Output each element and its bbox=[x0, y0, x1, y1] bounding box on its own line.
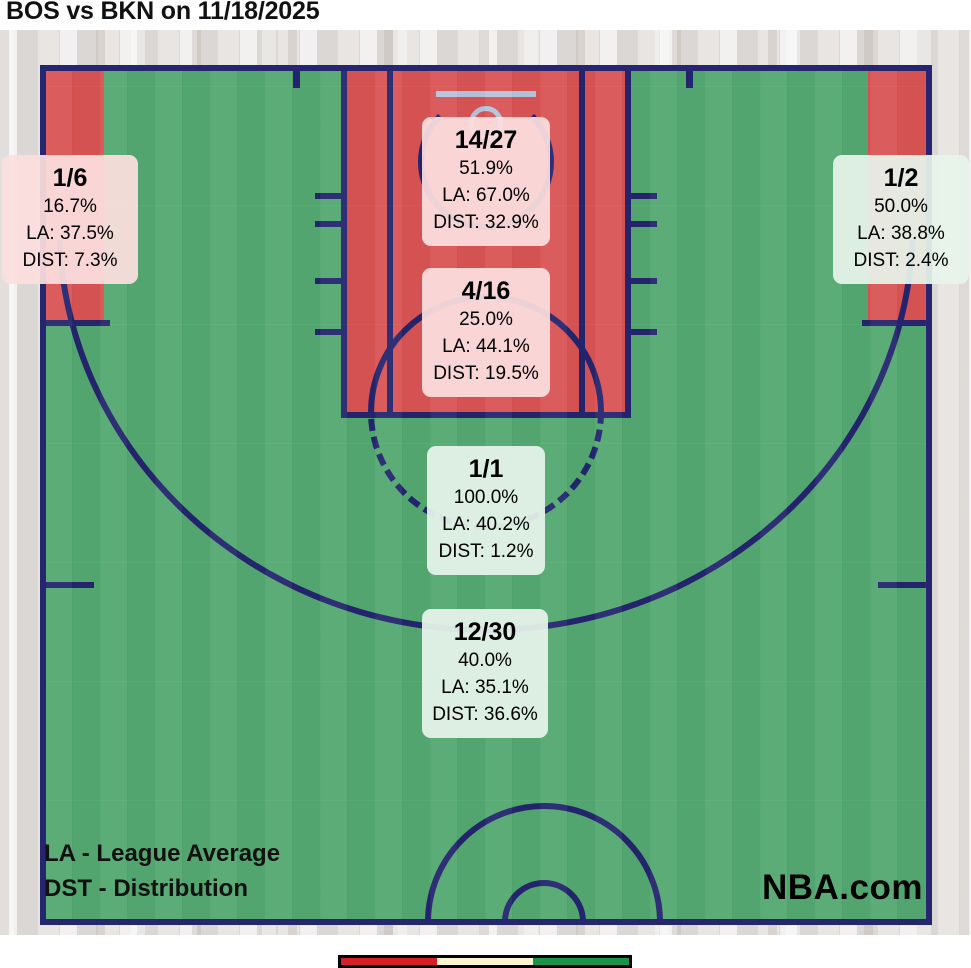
lane-hash-left-1 bbox=[315, 193, 341, 199]
stat-made-attempted: 1/6 bbox=[52, 164, 88, 192]
lane-hash-left-2 bbox=[315, 221, 341, 227]
stat-percentage: 51.9% bbox=[459, 158, 513, 179]
stat-percentage: 16.7% bbox=[43, 196, 97, 217]
stat-league-average: LA: 44.1% bbox=[442, 336, 530, 357]
lane-hash-right-2 bbox=[631, 221, 657, 227]
stat-percentage: 100.0% bbox=[453, 487, 519, 508]
stat-made-attempted: 12/30 bbox=[453, 618, 517, 646]
stat-made-attempted: 1/2 bbox=[883, 164, 919, 192]
lane-hash-left-4 bbox=[315, 329, 341, 335]
stat-box-right-corner-3[interactable]: 1/2 50.0% LA: 38.8% DIST: 2.4% bbox=[833, 155, 969, 284]
legend-league-average-note: LA - League Average bbox=[44, 840, 281, 867]
lane-line-left bbox=[387, 71, 393, 418]
baseline-tick-right bbox=[686, 71, 693, 88]
lane-hash-right-3 bbox=[631, 278, 657, 284]
lane-hash-right-4 bbox=[631, 329, 657, 335]
sideline-hash-right bbox=[878, 582, 926, 588]
color-scale-cold-swatch bbox=[341, 958, 437, 965]
lane-hash-left-3 bbox=[315, 278, 341, 284]
stat-percentage: 50.0% bbox=[874, 196, 928, 217]
stat-distribution: DIST: 32.9% bbox=[433, 212, 539, 233]
stat-league-average: LA: 38.8% bbox=[857, 223, 945, 244]
stat-box-paint[interactable]: 4/16 25.0% LA: 44.1% DIST: 19.5% bbox=[422, 268, 550, 397]
stat-made-attempted: 4/16 bbox=[461, 277, 511, 305]
stat-distribution: DIST: 19.5% bbox=[433, 363, 539, 384]
stat-league-average: LA: 35.1% bbox=[441, 677, 529, 698]
stat-league-average: LA: 37.5% bbox=[26, 223, 114, 244]
stat-made-attempted: 14/27 bbox=[454, 126, 518, 154]
page-title: BOS vs BKN on 11/18/2025 bbox=[6, 0, 320, 25]
stat-distribution: DIST: 1.2% bbox=[438, 541, 534, 562]
left-corner-three-line bbox=[46, 320, 110, 326]
stat-distribution: DIST: 2.4% bbox=[853, 250, 949, 271]
color-scale-average-swatch bbox=[437, 958, 533, 965]
stat-percentage: 40.0% bbox=[458, 650, 512, 671]
stat-box-mid-range[interactable]: 1/1 100.0% LA: 40.2% DIST: 1.2% bbox=[427, 446, 545, 575]
stat-box-restricted-area[interactable]: 14/27 51.9% LA: 67.0% DIST: 32.9% bbox=[422, 117, 550, 246]
color-scale-hot-swatch bbox=[533, 958, 629, 965]
stat-distribution: DIST: 7.3% bbox=[22, 250, 118, 271]
stat-box-above-the-break-3[interactable]: 12/30 40.0% LA: 35.1% DIST: 36.6% bbox=[422, 609, 548, 738]
color-scale-legend bbox=[338, 955, 632, 968]
stat-made-attempted: 1/1 bbox=[468, 455, 504, 483]
stat-box-left-corner-3[interactable]: 1/6 16.7% LA: 37.5% DIST: 7.3% bbox=[2, 155, 138, 284]
right-corner-three-line bbox=[862, 320, 926, 326]
stat-percentage: 25.0% bbox=[459, 309, 513, 330]
lane-hash-right-1 bbox=[631, 193, 657, 199]
baseline-tick-left bbox=[293, 71, 300, 88]
stat-league-average: LA: 40.2% bbox=[442, 514, 530, 535]
legend-distribution-note: DST - Distribution bbox=[44, 875, 248, 902]
stat-distribution: DIST: 36.6% bbox=[432, 704, 538, 725]
stat-league-average: LA: 67.0% bbox=[442, 185, 530, 206]
sideline-hash-left bbox=[46, 582, 94, 588]
nba-watermark: NBA.com bbox=[761, 868, 923, 907]
lane-line-right bbox=[579, 71, 585, 418]
